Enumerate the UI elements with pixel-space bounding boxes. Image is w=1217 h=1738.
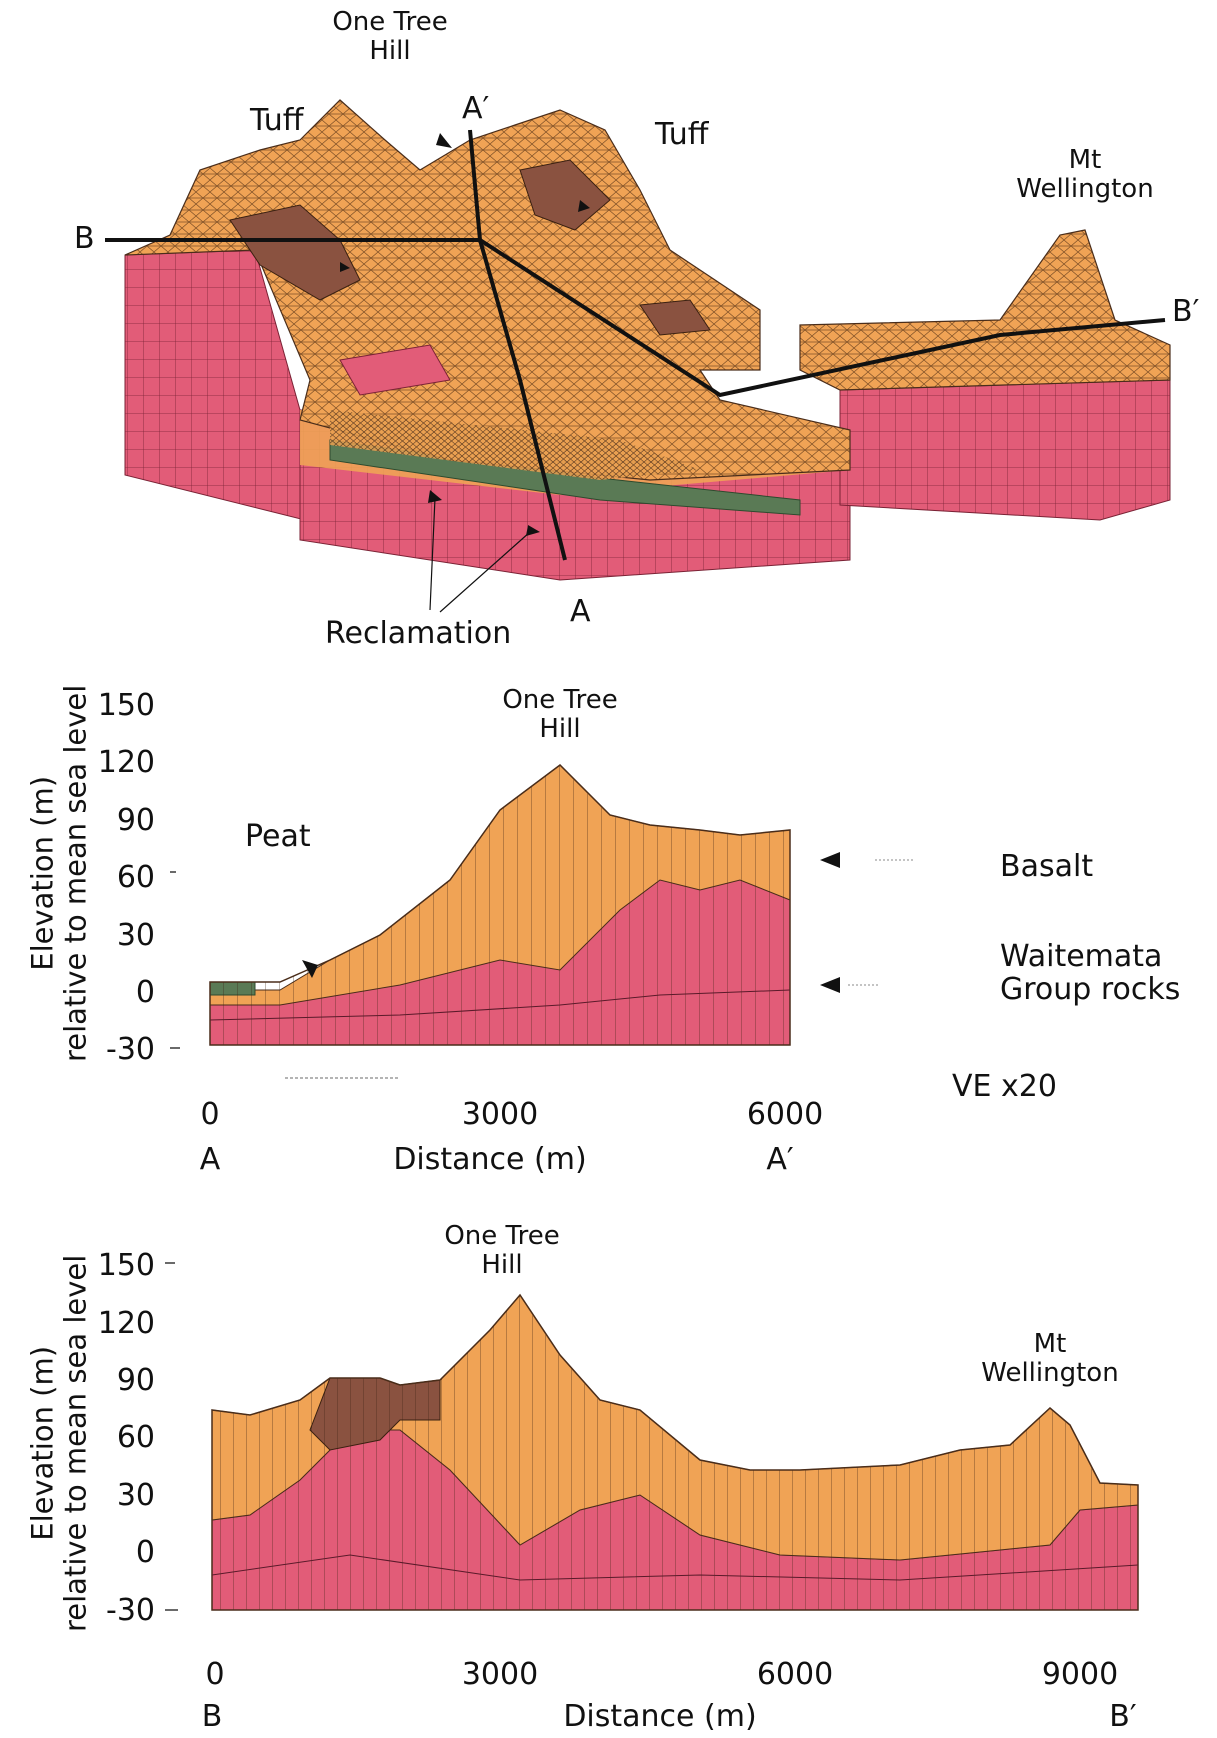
- axis-label-line: Elevation (m): [25, 1345, 60, 1541]
- section-a-x-end-right: A′: [766, 1142, 794, 1177]
- waitemata-patch: [339, 344, 451, 396]
- section-b-x-axis-label: Distance (m): [563, 1699, 757, 1734]
- section-a-outline: [209, 764, 791, 1046]
- section-b-tuff-layer: [309, 1377, 441, 1451]
- section-a-xtick: 3000: [461, 1097, 539, 1132]
- section-line-bb: [105, 238, 1166, 398]
- section-a-ytick: 90: [116, 803, 155, 838]
- label-line: Hill: [369, 35, 411, 66]
- section-a-waitemata-layer: [209, 869, 791, 1046]
- section-a-ve-label: VE x20: [952, 1069, 1057, 1104]
- section-a-peat-arrow: [302, 960, 318, 978]
- section-b-ytick: 90: [116, 1363, 155, 1398]
- tuff-patch-left: [229, 204, 361, 301]
- label-line: Hill: [539, 713, 581, 744]
- section-a-ytick: -30: [106, 1032, 155, 1067]
- section-b-peak1-label: One Tree Hill: [432, 1222, 572, 1279]
- arrow-marker: [428, 490, 442, 503]
- section-b-peak2-label: Mt Wellington: [975, 1330, 1125, 1387]
- section-a-peat-label: Peat: [245, 819, 311, 854]
- label-line: Mt: [1033, 1329, 1067, 1359]
- block-label-reclamation: Reclamation: [325, 616, 512, 651]
- section-a-xtick: 0: [200, 1097, 220, 1132]
- block-label-a: A: [570, 594, 591, 629]
- section-b-ytick: 120: [97, 1306, 155, 1341]
- arrow-marker: [436, 133, 452, 148]
- section-a-xtick: 6000: [746, 1097, 824, 1132]
- block-label-mt-wellington: Mt Wellington: [1010, 146, 1160, 203]
- section-b-xtick: 0: [205, 1657, 225, 1692]
- label-line: Hill: [481, 1249, 523, 1280]
- section-a-peak-label: One Tree Hill: [490, 686, 630, 743]
- section-a-basalt-arrow: [820, 852, 840, 868]
- section-a-waitemata-arrow: [820, 977, 840, 993]
- label-line: One Tree: [444, 1221, 560, 1251]
- section-b-ytick: 60: [116, 1420, 155, 1455]
- right-block-top: [799, 229, 1171, 391]
- arrow-marker: [340, 262, 350, 272]
- axis-label-line: Elevation (m): [25, 775, 60, 971]
- tuff-patch-right: [519, 159, 611, 231]
- section-b-xtick: 6000: [756, 1657, 834, 1692]
- tuff-patch-mid: [639, 299, 711, 336]
- section-b-axis-ticks: [165, 1262, 178, 1611]
- label-line: Mt: [1068, 145, 1102, 175]
- section-a-x-end-left: A: [199, 1142, 221, 1177]
- section-b-ytick: -30: [106, 1593, 155, 1628]
- reclamation-pointer: [429, 497, 531, 613]
- section-b-waitemata-layer: [211, 1429, 1139, 1611]
- block-label-one-tree-hill: One Tree Hill: [320, 8, 460, 65]
- section-b-ytick: 150: [97, 1248, 155, 1283]
- label-line: Waitemata: [1000, 939, 1163, 974]
- label-line: Wellington: [981, 1357, 1119, 1388]
- label-line: Wellington: [1016, 173, 1154, 204]
- arrow-marker: [526, 525, 540, 536]
- section-b-xtick: 9000: [1041, 1657, 1119, 1692]
- label-line: One Tree: [332, 7, 448, 37]
- section-b-x-end-left: B: [201, 1699, 223, 1734]
- arrow-marker: [578, 200, 590, 212]
- section-line-aa: [468, 129, 567, 561]
- block-label-b: B: [74, 221, 95, 256]
- section-a-ytick: 60: [116, 860, 155, 895]
- label-line: One Tree: [502, 685, 618, 715]
- section-a-peat-layer: [209, 981, 256, 996]
- section-a-ytick: 30: [116, 918, 155, 953]
- block-label-b-prime: B′: [1172, 294, 1200, 329]
- section-a-basalt-layer: [209, 764, 791, 1006]
- section-a-ytick: 120: [97, 745, 155, 780]
- section-a-x-axis-label: Distance (m): [393, 1142, 587, 1177]
- section-b-xtick: 3000: [461, 1657, 539, 1692]
- section-a-ytick: 0: [135, 975, 155, 1010]
- section-b-ytick: 0: [135, 1535, 155, 1570]
- block-right-wall: [839, 379, 1171, 521]
- block-diagram: [105, 99, 1171, 613]
- block-label-a-prime: A′: [462, 91, 490, 126]
- section-a-waitemata-label: Waitemata Group rocks: [1000, 940, 1180, 1006]
- block-label-tuff-right: Tuff: [655, 117, 709, 152]
- section-a-ytick: 150: [97, 688, 155, 723]
- section-a-axis-ticks: [170, 871, 180, 1049]
- label-line: Group rocks: [1000, 972, 1181, 1007]
- section-a-basalt-label: Basalt: [1000, 849, 1094, 884]
- section-b-x-end-right: B′: [1109, 1699, 1137, 1734]
- section-b-ytick: 30: [116, 1478, 155, 1513]
- block-label-tuff-left: Tuff: [250, 103, 304, 138]
